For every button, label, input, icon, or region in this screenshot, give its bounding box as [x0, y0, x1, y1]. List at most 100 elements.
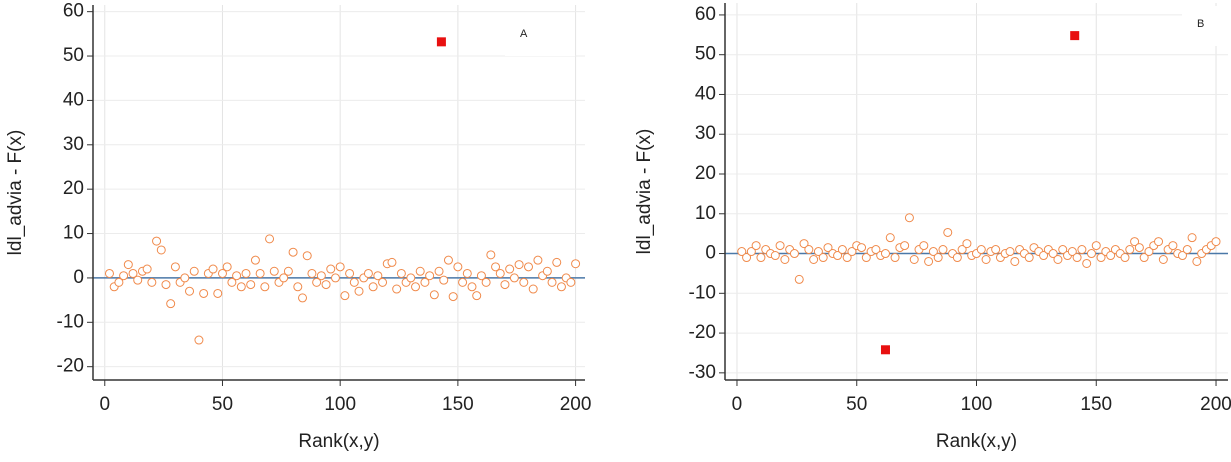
y-tick-label: -10 — [57, 311, 84, 332]
data-point — [1187, 233, 1197, 243]
data-point — [1091, 241, 1101, 251]
data-point — [170, 262, 180, 272]
data-point — [147, 277, 157, 287]
y-axis-label: ldl_advia - F(x) — [634, 129, 655, 255]
data-point — [1086, 249, 1096, 259]
data-point — [476, 271, 486, 281]
data-point — [928, 247, 938, 257]
data-point — [133, 275, 143, 285]
data-point — [737, 247, 747, 257]
data-point — [396, 268, 406, 278]
data-point — [241, 268, 251, 278]
data-point — [321, 280, 331, 290]
data-point — [871, 245, 881, 255]
y-axis-label: ldl_advia - F(x) — [5, 130, 26, 256]
data-point — [509, 273, 519, 283]
data-point — [269, 266, 279, 276]
data-point — [952, 253, 962, 263]
y-tick-label: -30 — [689, 362, 716, 383]
data-point — [813, 247, 823, 257]
data-point — [373, 271, 383, 281]
data-point — [1048, 249, 1058, 259]
data-point — [161, 280, 171, 290]
x-tick-label: 100 — [961, 394, 993, 415]
data-point — [288, 247, 298, 257]
data-point — [1058, 245, 1068, 255]
data-point — [166, 299, 176, 309]
data-point — [283, 266, 293, 276]
data-point — [354, 286, 364, 296]
y-tick-label: 60 — [63, 1, 84, 22]
data-point — [425, 271, 435, 281]
x-tick-label: 200 — [560, 394, 592, 415]
data-point — [775, 241, 785, 251]
data-point — [1039, 251, 1049, 261]
annotation: A — [520, 28, 528, 40]
data-point — [302, 251, 312, 261]
data-point — [307, 268, 317, 278]
data-point — [794, 274, 804, 284]
data-point — [1139, 253, 1149, 263]
data-point — [556, 282, 566, 292]
data-point — [756, 253, 766, 263]
x-tick-label: 50 — [212, 394, 233, 415]
y-tick-label: 0 — [73, 267, 84, 288]
data-point — [1158, 255, 1168, 265]
y-tick-label: -20 — [57, 356, 84, 377]
data-point — [491, 262, 501, 272]
outlier-point — [436, 37, 446, 47]
x-tick-label: 200 — [1200, 394, 1231, 415]
data-point — [1120, 253, 1130, 263]
data-point — [222, 262, 232, 272]
data-point — [1096, 253, 1106, 263]
data-point — [467, 282, 477, 292]
outlier-point — [1070, 31, 1080, 41]
data-point — [472, 291, 482, 301]
data-point — [114, 277, 124, 287]
data-point — [119, 271, 129, 281]
data-point — [486, 250, 496, 260]
data-point — [448, 292, 458, 302]
data-point — [857, 243, 867, 253]
y-tick-label: -20 — [689, 322, 716, 343]
data-point — [1134, 243, 1144, 253]
data-point — [904, 213, 914, 223]
data-point — [885, 233, 895, 243]
data-point — [199, 288, 209, 298]
data-point — [293, 282, 303, 292]
x-tick-label: 150 — [442, 394, 474, 415]
data-point — [1144, 247, 1154, 257]
annotation-box — [1182, 6, 1231, 46]
data-point — [1010, 256, 1020, 266]
x-tick-label: 100 — [324, 394, 356, 415]
data-point — [1125, 245, 1135, 255]
data-point — [542, 266, 552, 276]
x-axis-label: Rank(x,y) — [936, 431, 1017, 452]
data-point — [1082, 258, 1092, 268]
annotation: B — [1197, 18, 1204, 30]
data-point — [804, 245, 814, 255]
y-tick-label: 10 — [63, 223, 84, 244]
data-point — [1154, 237, 1164, 247]
data-point — [279, 273, 289, 283]
data-point — [123, 260, 133, 270]
y-tick-label: 30 — [63, 134, 84, 155]
data-point — [142, 264, 152, 274]
data-point — [213, 288, 223, 298]
data-point — [185, 286, 195, 296]
data-point — [528, 284, 538, 294]
data-point — [458, 277, 468, 287]
data-point — [236, 282, 246, 292]
data-point — [566, 277, 576, 287]
x-tick-label: 0 — [99, 394, 110, 415]
data-point — [104, 268, 114, 278]
y-tick-label: -10 — [689, 282, 716, 303]
data-point — [1053, 255, 1063, 265]
data-point — [933, 253, 943, 263]
y-tick-label: 20 — [695, 163, 716, 184]
y-tick-label: 40 — [63, 89, 84, 110]
data-point — [387, 257, 397, 267]
data-point — [533, 255, 543, 265]
data-point — [349, 277, 359, 287]
data-point — [194, 335, 204, 345]
